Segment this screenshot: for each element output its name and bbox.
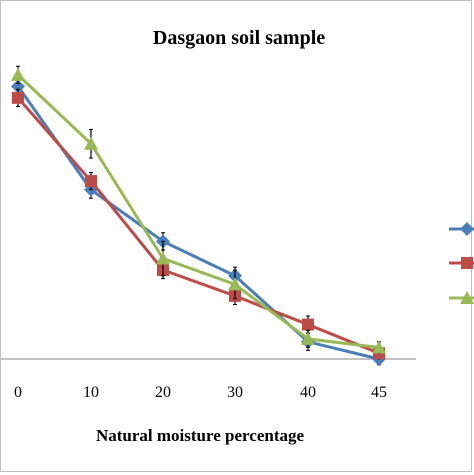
- data-point: [301, 331, 315, 345]
- x-tick-label: 0: [14, 384, 22, 401]
- legend-entry: [449, 222, 474, 236]
- series-3: [11, 65, 386, 354]
- data-point: [84, 136, 98, 150]
- series-lines: [11, 65, 386, 366]
- x-axis-title: Natural moisture percentage: [96, 426, 305, 445]
- data-point: [12, 91, 24, 104]
- series-line: [16, 96, 380, 355]
- x-tick-label: 20: [155, 384, 171, 401]
- data-point: [302, 318, 314, 331]
- legend-entry: [449, 291, 474, 304]
- data-point: [156, 251, 170, 265]
- x-tick-label: 40: [300, 384, 316, 401]
- data-point: [372, 340, 386, 354]
- chart-title: Dasgaon soil sample: [153, 27, 325, 49]
- legend-marker: [460, 222, 474, 236]
- series-line: [16, 73, 380, 350]
- x-tick-label: 45: [371, 384, 387, 401]
- x-tick-labels: 0 10 20 30 40 45: [14, 384, 387, 401]
- legend-marker: [461, 257, 473, 269]
- x-tick-label: 30: [227, 384, 243, 401]
- legend-marker: [460, 291, 474, 304]
- series-line: [16, 85, 380, 361]
- data-point: [228, 277, 242, 291]
- data-point: [11, 67, 25, 81]
- legend-entry: [449, 257, 474, 269]
- legend: [449, 222, 474, 304]
- data-point: [85, 175, 97, 188]
- data-point: [11, 79, 25, 94]
- x-tick-label: 10: [83, 384, 99, 401]
- series-2: [12, 88, 385, 360]
